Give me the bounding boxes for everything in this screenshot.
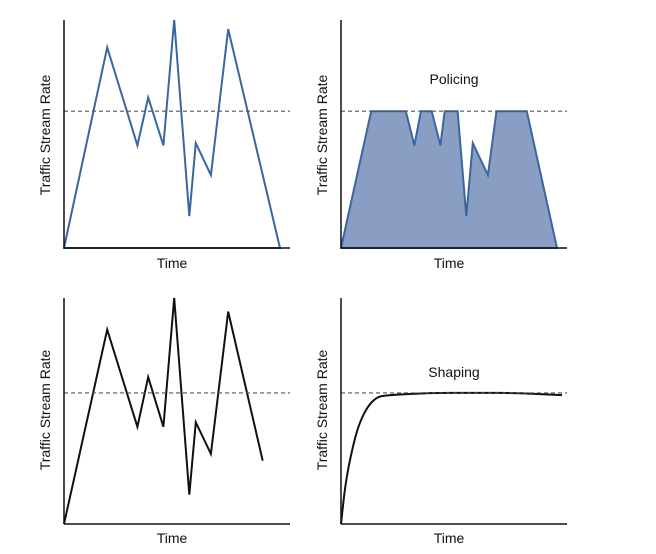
panel-title: Policing	[429, 71, 478, 87]
y-axis-label: Traffic Stream Rate	[37, 349, 53, 470]
x-axis-label: Time	[434, 255, 465, 271]
x-axis-label: Time	[157, 255, 188, 271]
x-axis-label: Time	[157, 530, 188, 546]
y-axis-label: Traffic Stream Rate	[314, 74, 330, 195]
traffic-rate-line	[63, 297, 264, 525]
shaped-traffic-line	[340, 391, 563, 525]
traffic-rate-line	[62, 19, 282, 249]
panel-bottom-left: Traffic Stream Rate Time	[37, 297, 290, 546]
panel-bottom-right: Traffic Stream Rate Time Shaping	[314, 298, 567, 546]
panel-title: Shaping	[428, 364, 479, 380]
policed-traffic-area	[339, 110, 559, 249]
panel-top-left: Traffic Stream Rate Time	[37, 19, 290, 271]
panel-top-right: Traffic Stream Rate Time Policing	[314, 20, 567, 271]
x-axis-label: Time	[434, 530, 465, 546]
y-axis-label: Traffic Stream Rate	[37, 74, 53, 195]
y-axis-label: Traffic Stream Rate	[314, 349, 330, 470]
